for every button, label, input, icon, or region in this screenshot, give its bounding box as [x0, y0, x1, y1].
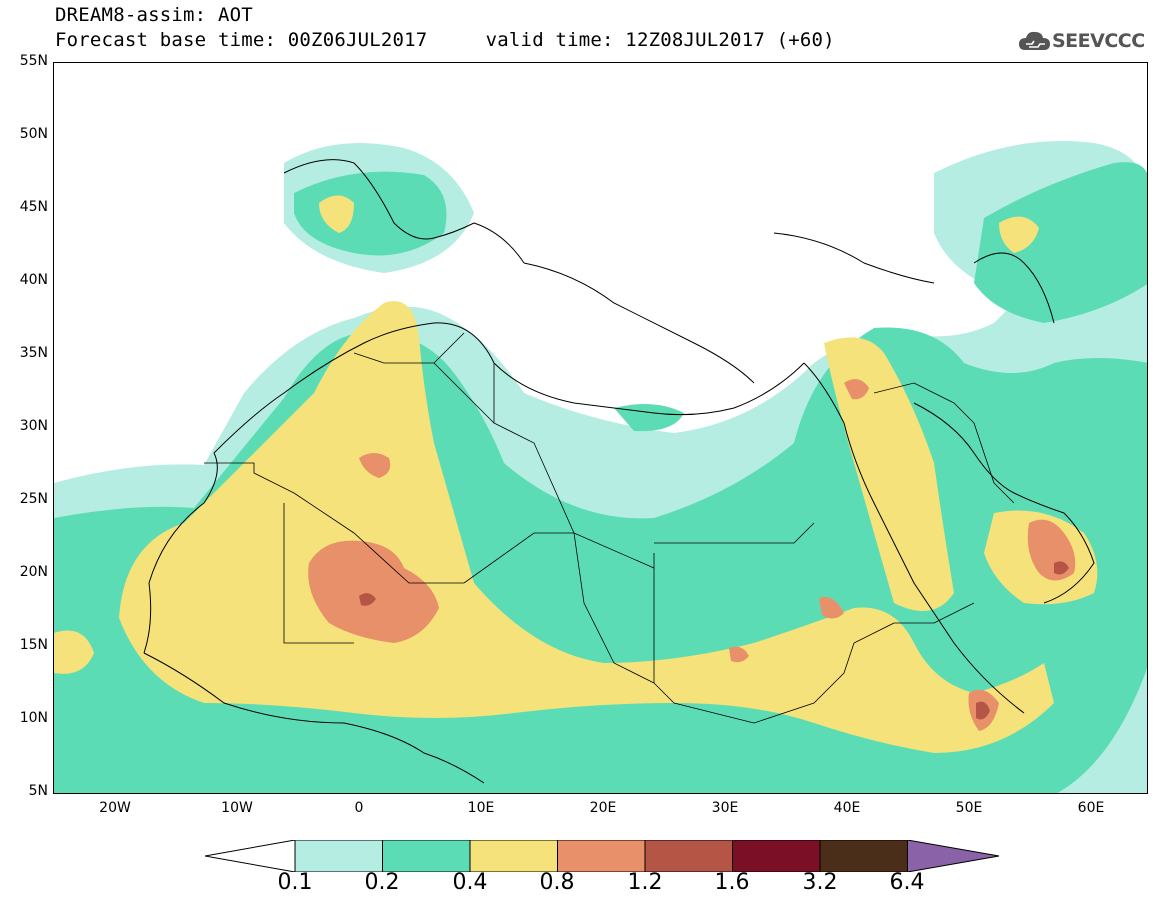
- lon-label: 0: [354, 800, 364, 816]
- lon-label: 10E: [467, 800, 495, 816]
- lat-label: 30N: [19, 418, 48, 434]
- colorbar-label: 0.1: [277, 870, 313, 895]
- lon-label: 20W: [99, 800, 131, 816]
- lat-label: 45N: [19, 199, 48, 215]
- colorbar-label: 1.6: [714, 870, 750, 895]
- colorbar-swatch: [732, 839, 821, 873]
- colorbar-arrow-low: [204, 839, 296, 873]
- colorbar-label: 0.4: [452, 870, 488, 895]
- colorbar-swatch: [469, 839, 558, 873]
- lat-label: 55N: [19, 53, 48, 69]
- aot-map: [53, 62, 1148, 794]
- colorbar-label: 0.2: [364, 870, 400, 895]
- colorbar-label: 6.4: [889, 870, 925, 895]
- lat-label: 5N: [28, 783, 48, 799]
- colorbar: [204, 839, 1000, 873]
- lon-label: 30E: [711, 800, 739, 816]
- lat-label: 10N: [19, 710, 48, 726]
- colorbar-swatch: [819, 839, 908, 873]
- map-title: DREAM8-assim: AOT: [55, 4, 253, 26]
- colorbar-swatch: [294, 839, 383, 873]
- colorbar-swatches: [204, 839, 1000, 873]
- lat-label: 50N: [19, 126, 48, 142]
- lat-label: 35N: [19, 345, 48, 361]
- lon-label: 40E: [833, 800, 861, 816]
- colorbar-arrow-high: [907, 839, 1000, 873]
- colorbar-label: 1.2: [627, 870, 663, 895]
- colorbar-swatch: [644, 839, 733, 873]
- colorbar-label: 0.8: [539, 870, 575, 895]
- lat-label: 25N: [19, 491, 48, 507]
- forecast-time-line: Forecast base time: 00Z06JUL2017 valid t…: [55, 29, 835, 51]
- lon-label: 60E: [1077, 800, 1105, 816]
- cloud-icon: [1019, 31, 1050, 50]
- lat-label: 40N: [19, 272, 48, 288]
- logo-text: SEEVCCC: [1052, 30, 1145, 52]
- colorbar-label: 3.2: [802, 870, 838, 895]
- aot-contour-1.2: [359, 561, 1069, 720]
- country-borders: [204, 332, 1015, 724]
- colorbar-swatch: [382, 839, 471, 873]
- lat-label: 20N: [19, 564, 48, 580]
- lon-label: 50E: [955, 800, 983, 816]
- seevccc-logo: SEEVCCC: [1018, 28, 1158, 56]
- aot-field: [54, 141, 1147, 793]
- lon-label: 10W: [221, 800, 253, 816]
- colorbar-swatch: [557, 839, 646, 873]
- lon-label: 20E: [589, 800, 617, 816]
- lat-label: 15N: [19, 637, 48, 653]
